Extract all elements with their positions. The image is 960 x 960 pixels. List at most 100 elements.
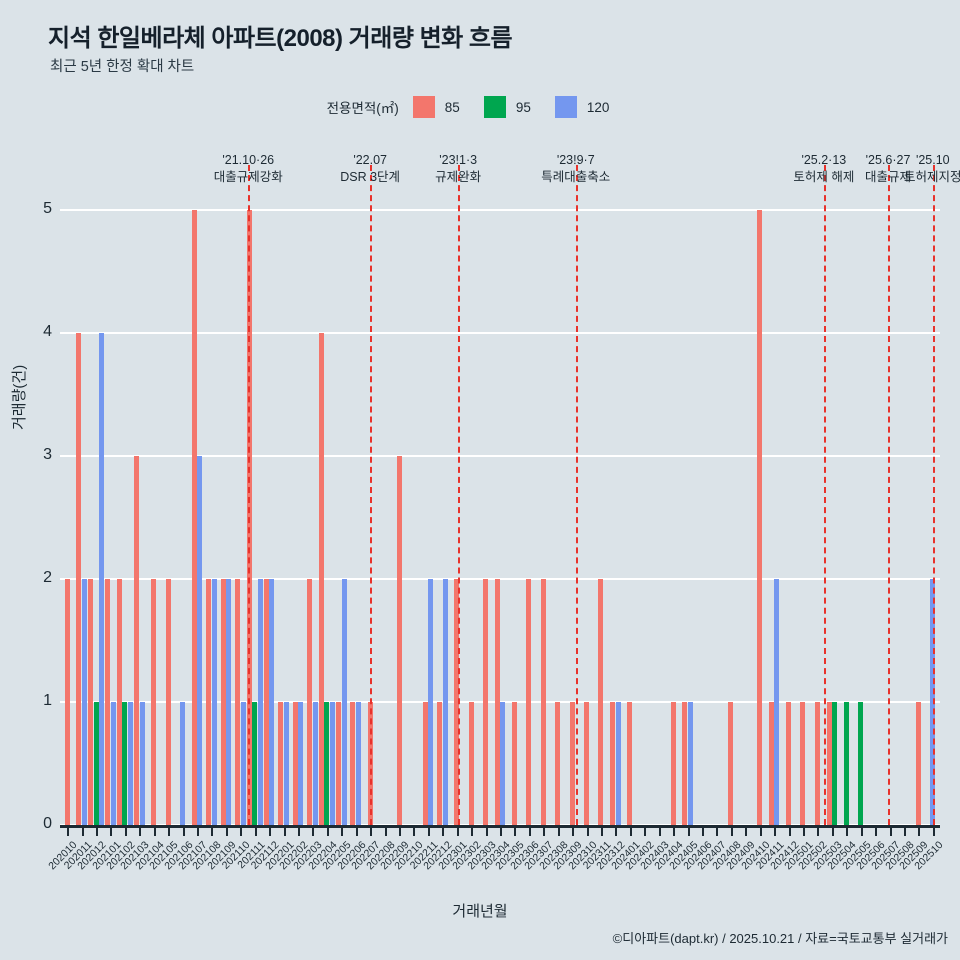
bar-202102-95[interactable]	[122, 702, 128, 825]
chart-plot-area: 0 1 2 3 4 5'21.10·26 대출규제강화 '22.07 DSR 3단계 '23!1·…	[43, 153, 960, 832]
annotation-label-4: '25.2·13 토허제 해제	[754, 152, 894, 186]
bar-202109-85[interactable]	[220, 579, 226, 825]
bar-202203-85[interactable]	[307, 579, 313, 825]
bar-202212-120[interactable]	[442, 579, 448, 825]
bar-202503-95[interactable]	[832, 702, 838, 825]
bar-202410-85[interactable]	[757, 210, 763, 825]
bar-202110-120[interactable]	[240, 702, 246, 825]
bar-202204-85[interactable]	[318, 333, 324, 825]
legend-entry-85[interactable]: 85	[412, 96, 478, 118]
x-tick-202505	[860, 825, 863, 836]
bar-202305-85[interactable]	[511, 702, 517, 825]
x-tick-202411	[774, 825, 777, 836]
bar-202312-120[interactable]	[615, 702, 621, 825]
bar-202108-85[interactable]	[206, 579, 212, 825]
bar-202306-85[interactable]	[526, 579, 532, 825]
bar-202112-120[interactable]	[269, 579, 275, 825]
bar-202301-85[interactable]	[454, 579, 460, 825]
bar-202103-85[interactable]	[134, 456, 140, 825]
bar-202309-85[interactable]	[569, 702, 575, 825]
bar-202411-85[interactable]	[768, 702, 774, 825]
bar-202405-120[interactable]	[687, 702, 693, 825]
bar-202311-85[interactable]	[598, 579, 604, 825]
bar-202012-85[interactable]	[87, 579, 93, 825]
x-tick-202402	[644, 825, 647, 836]
bar-202112-85[interactable]	[263, 579, 269, 825]
legend-entry-95[interactable]: 95	[483, 96, 549, 118]
bar-202204-95[interactable]	[324, 702, 330, 825]
bar-202304-85[interactable]	[494, 579, 500, 825]
x-tick-202210	[413, 825, 416, 836]
bar-202209-85[interactable]	[396, 456, 402, 825]
x-tick-202010	[67, 825, 70, 836]
bar-202012-95[interactable]	[93, 702, 99, 825]
x-tick-202201	[283, 825, 286, 836]
bar-202106-120[interactable]	[180, 702, 186, 825]
annotation-label-5: '25.6·27 대출규제	[818, 152, 958, 186]
bar-202505-95[interactable]	[858, 702, 864, 825]
bar-202107-85[interactable]	[191, 210, 197, 825]
bar-202509-85[interactable]	[915, 702, 921, 825]
x-tick-202304	[500, 825, 502, 836]
bar-202205-85[interactable]	[336, 702, 341, 825]
bar-202011-120[interactable]	[81, 579, 87, 825]
x-tick-202101	[110, 825, 113, 836]
bar-202107-120[interactable]	[197, 456, 203, 825]
bar-202011-85[interactable]	[76, 333, 82, 825]
bar-202304-120[interactable]	[500, 702, 506, 825]
bar-202105-85[interactable]	[165, 579, 171, 825]
bar-202411-120[interactable]	[774, 579, 780, 825]
bar-202102-120[interactable]	[128, 702, 134, 825]
bar-202012-120[interactable]	[99, 333, 105, 825]
x-axis-title: 거래년월	[452, 903, 508, 920]
bar-202307-85[interactable]	[540, 579, 546, 825]
x-tick-202204	[326, 825, 329, 836]
bar-202205-120[interactable]	[341, 579, 347, 825]
bar-202204-120[interactable]	[329, 702, 335, 825]
bar-202101-85[interactable]	[105, 579, 111, 825]
bar-202310-85[interactable]	[584, 702, 590, 825]
bar-202201-85[interactable]	[278, 702, 284, 825]
legend-entry-120[interactable]: 120	[554, 96, 628, 118]
bar-202502-85[interactable]	[814, 702, 820, 825]
bar-202103-120[interactable]	[139, 702, 145, 825]
x-tick-202401	[629, 825, 632, 836]
bar-202109-120[interactable]	[226, 579, 232, 825]
bar-202408-85[interactable]	[728, 702, 734, 825]
bar-202303-85[interactable]	[483, 579, 489, 825]
bar-202302-85[interactable]	[468, 702, 474, 825]
bar-202202-85[interactable]	[292, 702, 298, 825]
bar-202212-85[interactable]	[436, 702, 442, 825]
x-tick-202011	[81, 825, 84, 836]
bar-202206-85[interactable]	[350, 702, 356, 825]
bar-202111-95[interactable]	[252, 702, 258, 825]
bar-202211-85[interactable]	[422, 702, 428, 825]
bar-202102-85[interactable]	[116, 579, 122, 825]
bar-202201-120[interactable]	[283, 702, 289, 825]
bar-202111-120[interactable]	[257, 579, 263, 825]
gridline-y-3	[60, 454, 940, 458]
bar-202010-85[interactable]	[64, 579, 70, 825]
annotation-text-2: 규제완화	[435, 170, 482, 184]
bar-202401-85[interactable]	[627, 702, 633, 825]
bar-202110-85[interactable]	[235, 579, 241, 825]
bar-202412-85[interactable]	[786, 702, 792, 825]
bar-202404-85[interactable]	[670, 702, 676, 825]
bar-202108-120[interactable]	[211, 579, 217, 825]
y-tick-label-5: 5	[43, 200, 52, 217]
chart-legend: 전용면적(㎡) 85 95 120	[0, 96, 960, 118]
y-tick-label-3: 3	[43, 446, 52, 463]
bar-202405-85[interactable]	[682, 702, 688, 825]
bar-202203-120[interactable]	[312, 702, 318, 825]
bar-202202-120[interactable]	[298, 702, 304, 825]
bar-202312-85[interactable]	[610, 702, 616, 825]
bar-202104-85[interactable]	[151, 579, 157, 825]
bar-202211-120[interactable]	[428, 579, 434, 825]
bar-202206-120[interactable]	[356, 702, 362, 825]
bar-202503-85[interactable]	[826, 702, 832, 825]
bar-202101-120[interactable]	[110, 702, 116, 825]
annotation-date-5: '25.6·27	[865, 153, 911, 167]
bar-202501-85[interactable]	[800, 702, 806, 825]
bar-202504-95[interactable]	[843, 702, 849, 825]
bar-202308-85[interactable]	[555, 702, 561, 825]
